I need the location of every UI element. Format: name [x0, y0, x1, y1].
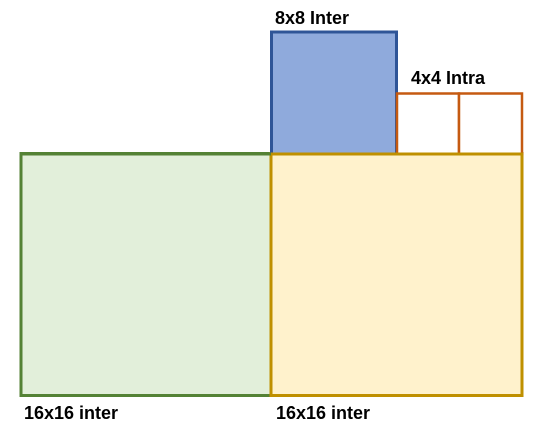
block-4x4-intra-1	[395, 92, 461, 156]
label-8x8-inter: 8x8 Inter	[275, 8, 350, 28]
block-16x16-inter-left	[19, 152, 273, 397]
block-8x8-inter	[270, 30, 398, 156]
label-4x4-intra: 4x4 Intra	[411, 68, 486, 88]
block-4x4-intra-2	[457, 92, 524, 156]
block-16x16-inter-right	[269, 152, 524, 397]
label-16x16-inter-right: 16x16 inter	[276, 403, 371, 423]
label-16x16-inter-left: 16x16 inter	[24, 403, 119, 423]
